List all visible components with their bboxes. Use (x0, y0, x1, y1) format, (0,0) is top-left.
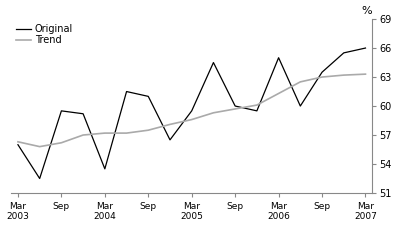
Original (37, 177, 42, 180)
Trend (124, 132, 129, 134)
Trend (146, 129, 150, 132)
Original (81, 112, 85, 115)
Original (59, 109, 64, 112)
Original (211, 61, 216, 64)
Original (124, 90, 129, 93)
Original (298, 105, 303, 107)
Trend (254, 104, 259, 106)
Trend (341, 74, 346, 76)
Trend (81, 134, 85, 136)
Trend (189, 118, 194, 121)
Original (102, 168, 107, 170)
Trend (298, 81, 303, 83)
Original (15, 143, 20, 146)
Trend (363, 73, 368, 76)
Original (233, 105, 237, 107)
Trend (59, 141, 64, 144)
Trend (320, 76, 324, 78)
Line: Trend: Trend (18, 74, 366, 147)
Original (146, 95, 150, 98)
Original (189, 109, 194, 112)
Legend: Original, Trend: Original, Trend (16, 24, 73, 45)
Line: Original: Original (18, 48, 366, 178)
Original (363, 47, 368, 49)
Original (320, 71, 324, 74)
Trend (233, 108, 237, 110)
Trend (37, 145, 42, 148)
Trend (276, 92, 281, 95)
Trend (211, 111, 216, 114)
Trend (15, 141, 20, 143)
Original (276, 56, 281, 59)
Text: %: % (361, 6, 372, 16)
Original (168, 138, 172, 141)
Trend (168, 123, 172, 126)
Original (254, 109, 259, 112)
Trend (102, 132, 107, 134)
Original (341, 52, 346, 54)
